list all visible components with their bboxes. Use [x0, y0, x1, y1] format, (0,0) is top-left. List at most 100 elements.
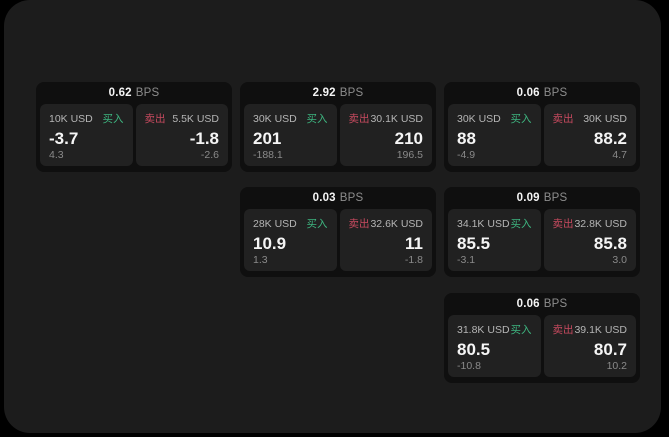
sell-side-label: 卖出: [552, 218, 574, 230]
buy-price: -3.7: [49, 129, 79, 148]
buy-price: 85.5: [457, 234, 491, 253]
tiles-row: 30K USD 买入 88 -4.9 卖出 30K USD 88.2 4.7: [444, 104, 640, 166]
buy-amount: 31.8K USD: [457, 324, 510, 336]
bps-unit: BPS: [543, 192, 568, 204]
bps-unit: BPS: [339, 192, 364, 204]
sell-tile[interactable]: 卖出 5.5K USD -1.8 -2.6: [135, 104, 228, 166]
quote-card: 0.09 BPS 34.1K USD 买入 85.5 -3.1 卖出 32.8K…: [444, 187, 640, 277]
buy-tile[interactable]: 30K USD 买入 201 -188.1: [244, 104, 337, 166]
buy-tile[interactable]: 10K USD 买入 -3.7 4.3: [40, 104, 133, 166]
sell-side-label: 卖出: [552, 324, 574, 336]
tile-top: 10K USD 买入: [49, 111, 124, 126]
sell-tile[interactable]: 卖出 30.1K USD 210 196.5: [339, 104, 432, 166]
bps-unit: BPS: [543, 87, 568, 99]
buy-tile[interactable]: 30K USD 买入 88 -4.9: [448, 104, 541, 166]
sell-amount: 5.5K USD: [172, 113, 219, 125]
bps-value: 2.92: [312, 87, 336, 99]
bps-value: 0.06: [516, 87, 540, 99]
card-header: 0.03 BPS: [240, 187, 436, 209]
buy-side-label: 买入: [102, 113, 124, 125]
sell-tile[interactable]: 卖出 30K USD 88.2 4.7: [543, 104, 636, 166]
buy-delta: 4.3: [49, 149, 64, 162]
tile-top: 30K USD 买入: [253, 111, 328, 126]
tile-top: 34.1K USD 买入: [457, 216, 532, 231]
sell-tile[interactable]: 卖出 32.6K USD 11 -1.8: [339, 209, 432, 271]
tiles-row: 31.8K USD 买入 80.5 -10.8 卖出 39.1K USD 80.…: [444, 315, 640, 377]
buy-side-label: 买入: [510, 218, 532, 230]
buy-amount: 10K USD: [49, 113, 93, 125]
buy-tile[interactable]: 28K USD 买入 10.9 1.3: [244, 209, 337, 271]
buy-delta: 1.3: [253, 254, 268, 267]
tile-top: 卖出 30.1K USD: [349, 111, 424, 126]
bps-unit: BPS: [543, 298, 568, 310]
sell-tile[interactable]: 卖出 39.1K USD 80.7 10.2: [543, 315, 636, 377]
buy-amount: 34.1K USD: [457, 218, 510, 230]
quote-card: 0.62 BPS 10K USD 买入 -3.7 4.3 卖出 5.5K USD…: [36, 82, 232, 172]
sell-delta: 196.5: [396, 149, 423, 162]
sell-tile[interactable]: 卖出 32.8K USD 85.8 3.0: [543, 209, 636, 271]
tile-top: 30K USD 买入: [457, 111, 532, 126]
tiles-row: 34.1K USD 买入 85.5 -3.1 卖出 32.8K USD 85.8…: [444, 209, 640, 271]
card-header: 0.06 BPS: [444, 293, 640, 315]
card-header: 0.62 BPS: [36, 82, 232, 104]
tiles-row: 30K USD 买入 201 -188.1 卖出 30.1K USD 210 1…: [240, 104, 436, 166]
sell-delta: 3.0: [612, 254, 627, 267]
buy-delta: -4.9: [457, 149, 476, 162]
buy-tile[interactable]: 31.8K USD 买入 80.5 -10.8: [448, 315, 541, 377]
card-header: 0.09 BPS: [444, 187, 640, 209]
sell-price: 85.8: [593, 234, 627, 253]
sell-amount: 32.8K USD: [574, 218, 627, 230]
sell-price: -1.8: [189, 129, 219, 148]
sell-price: 80.7: [593, 340, 627, 359]
sell-side-label: 卖出: [144, 113, 166, 125]
buy-tile[interactable]: 34.1K USD 买入 85.5 -3.1: [448, 209, 541, 271]
tile-top: 卖出 32.6K USD: [349, 216, 424, 231]
quote-card: 0.06 BPS 31.8K USD 买入 80.5 -10.8 卖出 39.1…: [444, 293, 640, 383]
tiles-row: 10K USD 买入 -3.7 4.3 卖出 5.5K USD -1.8 -2.…: [36, 104, 232, 166]
quote-card: 0.03 BPS 28K USD 买入 10.9 1.3 卖出 32.6K US…: [240, 187, 436, 277]
bps-value: 0.09: [516, 192, 540, 204]
sell-amount: 30.1K USD: [370, 113, 423, 125]
dashboard-panel: 0.62 BPS 10K USD 买入 -3.7 4.3 卖出 5.5K USD…: [4, 0, 661, 433]
bps-value: 0.06: [516, 298, 540, 310]
sell-side-label: 卖出: [348, 113, 370, 125]
card-header: 2.92 BPS: [240, 82, 436, 104]
sell-amount: 32.6K USD: [370, 218, 423, 230]
buy-side-label: 买入: [306, 218, 328, 230]
buy-delta: -10.8: [457, 360, 481, 373]
buy-side-label: 买入: [510, 113, 532, 125]
sell-delta: -1.8: [404, 254, 423, 267]
sell-price: 11: [405, 234, 423, 253]
bps-value: 0.03: [312, 192, 336, 204]
bps-unit: BPS: [339, 87, 364, 99]
buy-price: 88: [457, 129, 476, 148]
tiles-row: 28K USD 买入 10.9 1.3 卖出 32.6K USD 11 -1.8: [240, 209, 436, 271]
buy-amount: 28K USD: [253, 218, 297, 230]
tile-top: 卖出 30K USD: [553, 111, 628, 126]
buy-amount: 30K USD: [253, 113, 297, 125]
card-header: 0.06 BPS: [444, 82, 640, 104]
buy-amount: 30K USD: [457, 113, 501, 125]
sell-amount: 39.1K USD: [574, 324, 627, 336]
sell-price: 88.2: [593, 129, 627, 148]
quote-card: 2.92 BPS 30K USD 买入 201 -188.1 卖出 30.1K …: [240, 82, 436, 172]
sell-side-label: 卖出: [552, 113, 574, 125]
tile-top: 31.8K USD 买入: [457, 322, 532, 337]
sell-amount: 30K USD: [583, 113, 627, 125]
buy-delta: -3.1: [457, 254, 476, 267]
tile-top: 卖出 5.5K USD: [145, 111, 220, 126]
sell-price: 210: [394, 129, 423, 148]
tile-top: 卖出 32.8K USD: [553, 216, 628, 231]
bps-unit: BPS: [135, 87, 160, 99]
bps-value: 0.62: [108, 87, 132, 99]
buy-price: 80.5: [457, 340, 491, 359]
sell-delta: 10.2: [606, 360, 627, 373]
buy-side-label: 买入: [306, 113, 328, 125]
sell-side-label: 卖出: [348, 218, 370, 230]
sell-delta: -2.6: [200, 149, 219, 162]
quote-card: 0.06 BPS 30K USD 买入 88 -4.9 卖出 30K USD 8…: [444, 82, 640, 172]
tile-top: 28K USD 买入: [253, 216, 328, 231]
tile-top: 卖出 39.1K USD: [553, 322, 628, 337]
buy-delta: -188.1: [253, 149, 283, 162]
sell-delta: 4.7: [612, 149, 627, 162]
